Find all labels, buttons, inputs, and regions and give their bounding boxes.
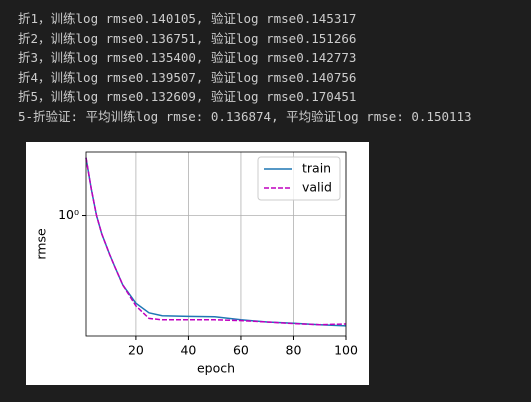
output-line: 折5，训练log rmse0.132609, 验证log rmse0.17045… — [18, 89, 357, 105]
output-line: 折4，训练log rmse0.139507, 验证log rmse0.14075… — [18, 69, 357, 85]
output-line: 折3，训练log rmse0.135400, 验证log rmse0.14277… — [18, 50, 357, 66]
cell-output: 折1，训练log rmse0.140105, 验证log rmse0.14531… — [18, 9, 472, 127]
x-tick-label: 60 — [233, 343, 249, 358]
series-line — [85, 157, 347, 326]
y-tick-label: 10⁰ — [58, 207, 79, 222]
chart: 20 40 60 80 100 10⁰ epoch rmse train valid — [26, 142, 369, 385]
x-tick-label: 20 — [128, 343, 144, 358]
legend-box — [257, 156, 341, 201]
output-line: 折2，训练log rmse0.136751, 验证log rmse0.15126… — [18, 30, 357, 46]
legend-label: valid — [302, 180, 332, 195]
x-tick-label: 100 — [334, 343, 358, 358]
x-tick-label: 40 — [180, 343, 196, 358]
legend-label: train — [302, 161, 331, 176]
x-tick-label: 80 — [286, 343, 302, 358]
y-axis-label: rmse — [34, 228, 49, 260]
output-line: 折1，训练log rmse0.140105, 验证log rmse0.14531… — [18, 11, 357, 26]
output-line: 5-折验证: 平均训练log rmse: 0.136874, 平均验证log r… — [18, 108, 472, 124]
x-axis-label: epoch — [197, 361, 235, 376]
plot-frame — [85, 151, 347, 337]
